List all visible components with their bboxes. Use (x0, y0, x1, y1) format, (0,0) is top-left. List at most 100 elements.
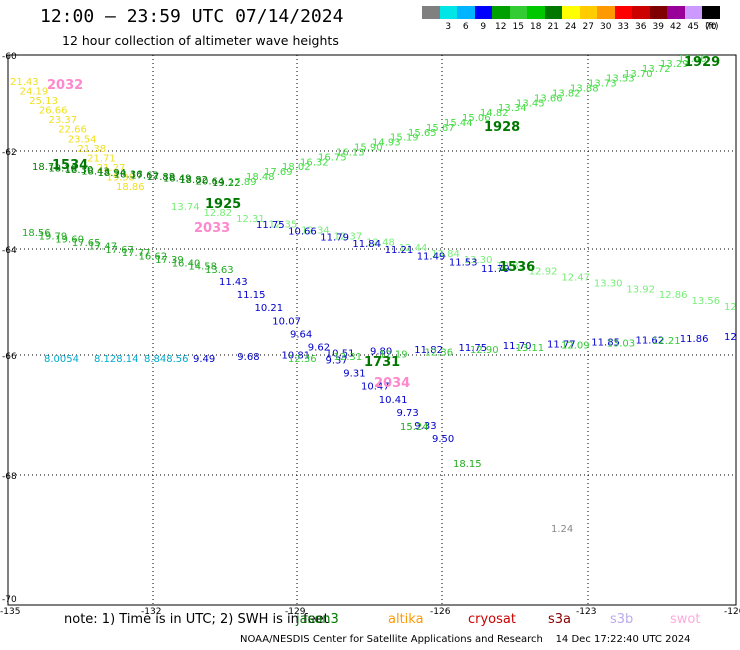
wave-height-value: 23.37 (49, 115, 78, 126)
satellite-name: swot (670, 612, 701, 627)
legend-label: 21 (547, 22, 559, 32)
footer-note: note: 1) Time is in UTC; 2) SWH is in fe… (64, 612, 329, 627)
wave-height-value: 12.92 (529, 267, 558, 278)
color-legend-unit: (ft) (705, 22, 719, 32)
wave-height-value: 12.19 (379, 350, 408, 361)
pass-time-label: 1536 (499, 260, 535, 275)
legend-swatch (439, 6, 457, 19)
legend-label: 42 (670, 22, 682, 32)
wave-height-value: 9.64 (290, 329, 312, 340)
wave-height-value: 12.09 (561, 341, 590, 352)
footer-credit: NOAA/NESDIS Center for Satellite Applica… (240, 634, 691, 645)
wave-height-value: 24.19 (20, 87, 49, 98)
pass-time-label: 1928 (484, 120, 520, 135)
wave-height-value: 11.77 (547, 339, 576, 350)
wave-height-value: 18.15 (453, 459, 482, 470)
wave-height-value: 8.0054 (44, 354, 79, 365)
wave-height-value: 13.30 (594, 279, 623, 290)
legend-swatch (597, 6, 615, 19)
wave-height-value: 9.37 (326, 356, 348, 367)
wave-height-value: 18.86 (116, 182, 145, 193)
wave-height-value: 13.82 (552, 88, 581, 99)
satellite-name: altika (388, 612, 424, 627)
wave-height-value: 9.62 (308, 342, 330, 353)
wave-height-value: 12.35 (269, 220, 298, 231)
wave-height-value: 25.13 (29, 96, 58, 107)
wave-height-value: 19.79 (39, 231, 68, 242)
wave-height-value: 14.82 (480, 108, 509, 119)
legend-swatch (544, 6, 562, 19)
legend-swatch (649, 6, 667, 19)
wave-height-value: 13.92 (626, 284, 655, 295)
wave-height-value: 11.79 (481, 264, 510, 275)
legend-swatch (492, 6, 510, 19)
wave-height-value: 9.49 (193, 354, 215, 365)
wave-height-value: 20.64 (196, 177, 225, 188)
latitude-label: -60 (2, 52, 17, 62)
wave-height-value: 15.44 (444, 118, 473, 129)
legend-bin: 9 (474, 6, 492, 32)
wave-height-value: 12.90 (470, 345, 499, 356)
wave-height-value: 9.31 (343, 369, 365, 380)
legend-bin: 15 (509, 6, 527, 32)
wave-height-value: 9.80 (370, 347, 392, 358)
legend-swatch (457, 6, 475, 19)
cyan-track: 8.0054 8.128.14 8.848.56 (44, 354, 189, 365)
satellite-name: s3a (548, 612, 572, 627)
wave-height-value: 16.62 (139, 252, 168, 263)
wave-height-value: 23.54 (68, 134, 97, 145)
wave-height-value: 18.36 (114, 169, 143, 180)
wave-height-value: 16.75 (318, 152, 347, 163)
wave-height-value: 10.51 (326, 349, 355, 360)
longitude-label: -126 (430, 607, 451, 617)
wave-height-value: 10.66 (288, 226, 317, 237)
wave-height-value: 17.89 (228, 177, 257, 188)
wave-height-value: 15.90 (354, 143, 383, 154)
wave-height-value: 11.75 (459, 343, 488, 354)
wave-height-value: 21.27 (97, 163, 126, 174)
pass-time-label: 1929 (684, 55, 720, 70)
wave-height-tracks: 21.4324.1925.1326.6623.3722.6623.5421.38… (10, 54, 737, 535)
wave-height-value: 16.13 (336, 148, 365, 159)
wave-height-value: 13.53 (606, 74, 635, 85)
wave-height-value: 16.32 (300, 157, 329, 168)
legend-bin: 3 (439, 6, 457, 32)
legend-bin: 21 (544, 6, 562, 32)
green-track-2: 18.5619.7919.6017.6517.4717.6717.7716.62… (22, 228, 234, 276)
wave-height-value: 21.71 (87, 153, 116, 164)
longitude-label: -135 (0, 607, 20, 617)
satellite-name: jason3 (296, 612, 339, 627)
wave-height-value: 11.79 (320, 233, 349, 244)
wave-height-value: 10.21 (255, 303, 284, 314)
longitude-label: -120 (724, 607, 740, 617)
wave-height-value: 16.40 (172, 258, 201, 269)
wave-height-value: 13.11 (516, 343, 545, 354)
wave-height-value: 10.47 (361, 382, 390, 393)
wave-height-value: 8.848.56 (144, 354, 189, 365)
legend-label: 9 (480, 22, 487, 32)
map-frame (7, 54, 737, 606)
wave-height-value: 13.63 (205, 265, 234, 276)
wave-height-value: 15.67 (426, 123, 455, 134)
legend-bin (422, 6, 440, 32)
wave-height-value: 12.36 (425, 347, 454, 358)
legend-label: 39 (652, 22, 664, 32)
legend-label: 18 (530, 22, 542, 32)
wave-height-value: 11.85 (591, 338, 620, 349)
wave-height-value: 19.38 (106, 173, 135, 184)
wave-height-value: 12.86 (659, 290, 688, 301)
wave-height-value: 18.71 (32, 162, 61, 173)
wave-height-value: 11.82 (414, 345, 443, 356)
legend-bin: 39 (649, 6, 667, 32)
wave-height-value: 11.70 (503, 341, 532, 352)
wave-height-value: 13.56 (692, 296, 721, 307)
wave-height-value: 12.48 (366, 237, 395, 248)
wave-height-value: 14.58 (188, 262, 217, 273)
legend-label: 45 (687, 22, 699, 32)
wave-height-value: 18.82 (179, 175, 208, 186)
wave-height-value: 15.65 (408, 128, 437, 139)
blue-track-2: 11.43 11.15 10.21 10.07 9.64 9.62 9.37 9.31 10.4… (219, 277, 454, 445)
wave-height-value: 17.47 (89, 242, 118, 253)
